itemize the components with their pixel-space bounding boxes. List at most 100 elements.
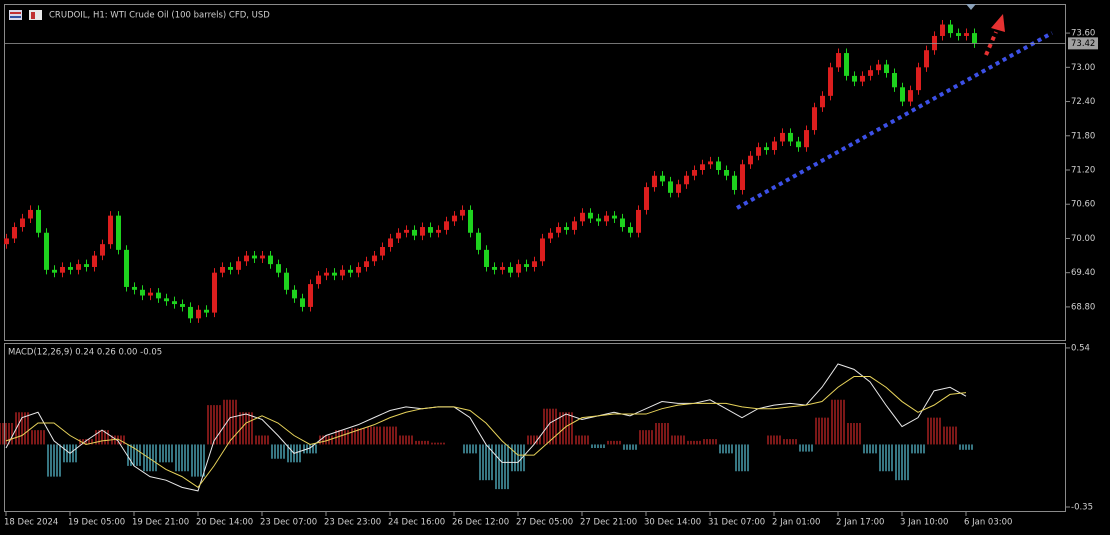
candle-body (860, 75, 865, 82)
candle-body (588, 212, 593, 219)
candle-body (492, 266, 497, 270)
candle-body (708, 161, 713, 165)
candle-body (884, 64, 889, 74)
candle-body (348, 269, 353, 273)
candle-body (324, 272, 329, 276)
candle-body (420, 227, 425, 236)
candle-body (364, 261, 369, 267)
macd-title: MACD(12,26,9) 0.24 0.26 0.00 -0.05 (8, 348, 162, 358)
candle-body (660, 175, 665, 182)
last-price-label: 73.42 (1071, 39, 1095, 49)
candle-body (524, 264, 529, 267)
candle-body (28, 209, 33, 219)
candle-body (900, 87, 905, 102)
chart-title: CRUDOIL, H1: WTI Crude Oil (100 barrels)… (49, 11, 270, 21)
candle-body (780, 132, 785, 142)
candle-body (540, 238, 545, 262)
candle-body (236, 261, 241, 270)
x-tick-label: 2 Jan 17:00 (836, 518, 884, 528)
x-tick-label: 26 Dec 12:00 (452, 518, 509, 528)
candle-body (556, 227, 561, 233)
candle-body (484, 249, 489, 267)
x-tick-label: 31 Dec 07:00 (708, 518, 765, 528)
y-tick-label: 0.54 (1071, 343, 1090, 353)
candle-body (172, 301, 177, 305)
x-tick-label: 6 Jan 03:00 (964, 518, 1012, 528)
candle-body (164, 298, 169, 302)
candle-body (476, 232, 481, 250)
candle-body (412, 229, 417, 236)
candle-body (724, 170, 729, 176)
x-tick-label: 27 Dec 21:00 (580, 518, 637, 528)
candle-body (828, 67, 833, 96)
candle-body (500, 266, 505, 270)
y-tick-label: 68.80 (1071, 302, 1095, 312)
candle-body (116, 215, 121, 250)
candle-body (292, 289, 297, 299)
icon (29, 10, 42, 20)
candle-body (732, 175, 737, 190)
candle-body (796, 141, 801, 148)
candle-body (964, 33, 969, 36)
candle-body (92, 255, 97, 267)
candle-body (268, 255, 273, 265)
candle-body (108, 215, 113, 245)
candle-body (676, 184, 681, 193)
candle-body (76, 264, 81, 270)
candle-body (508, 266, 513, 273)
candle-body (148, 292, 153, 296)
candle-body (204, 309, 209, 313)
x-tick-label: 20 Dec 14:00 (196, 518, 253, 528)
candle-body (596, 218, 601, 222)
x-tick-label: 23 Dec 23:00 (324, 518, 381, 528)
candle-body (636, 209, 641, 233)
candle-body (740, 164, 745, 190)
candle-body (956, 33, 961, 36)
candle-body (44, 232, 49, 270)
candle-body (940, 24, 945, 36)
candle-body (388, 238, 393, 248)
candle-body (716, 161, 721, 171)
candle-body (444, 221, 449, 230)
candle-body (948, 24, 953, 34)
candle-body (68, 266, 73, 270)
candle-body (644, 187, 649, 210)
candle-body (764, 147, 769, 151)
x-tick-label: 18 Dec 2024 (4, 518, 58, 528)
x-tick-label: 24 Dec 16:00 (388, 518, 445, 528)
candle-body (460, 209, 465, 216)
candle-body (124, 249, 129, 287)
x-tick-label: 2 Jan 01:00 (772, 518, 820, 528)
candle-body (812, 107, 817, 131)
candle-body (276, 264, 281, 273)
y-tick-label: -0.35 (1071, 502, 1093, 512)
candle-body (380, 247, 385, 256)
candle-body (756, 147, 761, 156)
candle-body (628, 227, 633, 233)
candle-body (396, 232, 401, 239)
candle-body (308, 284, 313, 307)
candle-body (892, 73, 897, 88)
candle-body (372, 255, 377, 262)
y-tick-label: 69.40 (1071, 268, 1095, 278)
candle-body (180, 304, 185, 307)
candle-body (876, 64, 881, 71)
candle-body (4, 238, 9, 245)
candle-body (916, 67, 921, 91)
candle-body (692, 170, 697, 176)
candle-body (700, 164, 705, 171)
candle-body (572, 221, 577, 230)
candle-body (788, 132, 793, 142)
candle-body (868, 70, 873, 76)
x-tick-label: 30 Dec 14:00 (644, 518, 701, 528)
candle-body (804, 130, 809, 148)
candle-body (36, 209, 41, 233)
macd-pane-frame (4, 343, 1066, 512)
y-tick-label: 73.60 (1071, 29, 1095, 39)
candle-body (852, 75, 857, 82)
x-tick-label: 19 Dec 21:00 (132, 518, 189, 528)
candle-body (604, 215, 609, 222)
candle-body (228, 266, 233, 270)
candle-body (244, 255, 249, 262)
